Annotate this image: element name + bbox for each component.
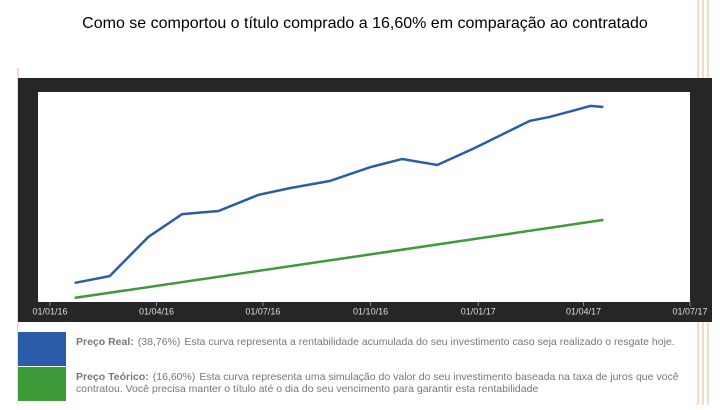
series-line: [74, 218, 604, 300]
legend-text: Preço Teórico: (16,60%) Esta curva represe…: [76, 371, 679, 383]
x-tick-label: 01/04/16: [139, 306, 174, 316]
slide-title: Como se comportou o título comprado a 16…: [82, 15, 648, 32]
x-tick-label: 01/07/17: [672, 306, 707, 316]
x-tick-label: 01/01/17: [461, 306, 496, 316]
legend-description-rest: contratou. Você precisa manter o título …: [76, 383, 538, 395]
x-tick-label: 01/07/16: [245, 306, 280, 316]
series-line: [74, 104, 604, 285]
legend-description-part: Esta curva representa uma simulação do v…: [199, 371, 678, 383]
x-tick-label: 01/10/16: [353, 306, 388, 316]
plot-area: [38, 92, 690, 302]
legend-percent: (16,60%): [153, 371, 196, 383]
legend-swatch: [18, 332, 66, 366]
x-tick-label: 01/04/17: [566, 306, 601, 316]
legend-description-line: Esta curva representa a rentabilidade ac…: [184, 336, 674, 348]
x-tick-label: 01/01/16: [32, 306, 67, 316]
legend-name: Preço Real:: [76, 336, 134, 348]
legend-percent: (38,76%): [138, 336, 181, 348]
legend-text: Preço Real: (38,76%) Esta curva representa…: [76, 336, 675, 348]
legend-area: [18, 326, 688, 405]
legend-name: Preço Teórico:: [76, 371, 149, 383]
legend-swatch: [18, 367, 66, 401]
